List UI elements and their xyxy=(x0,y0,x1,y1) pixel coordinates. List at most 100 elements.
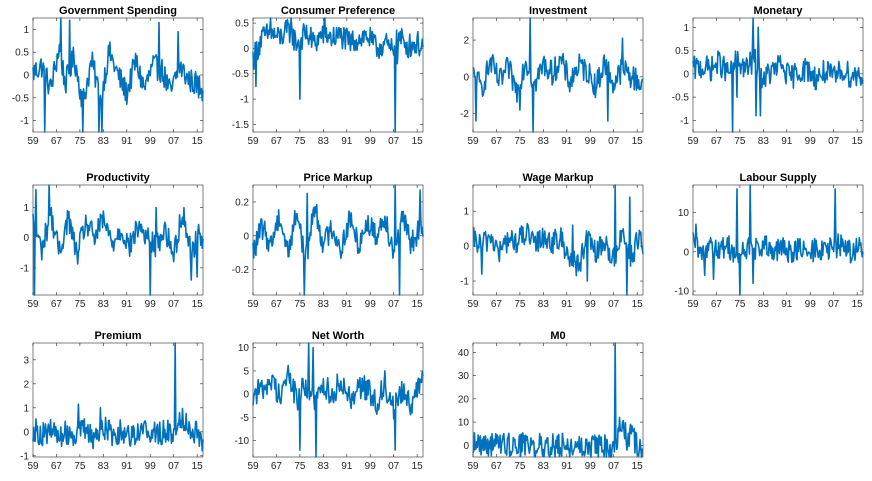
subplot-title: Premium xyxy=(94,330,141,342)
y-tick-label: 0 xyxy=(243,44,249,55)
x-tick-label: 91 xyxy=(781,299,793,310)
x-tick-label: 67 xyxy=(491,461,503,472)
x-tick-label: 91 xyxy=(341,136,353,147)
x-tick-label: 59 xyxy=(247,136,259,147)
y-tick-label: -0.5 xyxy=(12,93,30,104)
x-tick-label: 99 xyxy=(145,299,157,310)
y-tick-label: 3 xyxy=(23,355,29,366)
x-tick-label: 91 xyxy=(561,299,573,310)
y-tick-label: 0.5 xyxy=(235,19,249,30)
x-tick-label: 59 xyxy=(687,299,699,310)
subplot: Monetary 59 67 75 83 91 99 07 15 -1 -0.5 0 0.5 1 xyxy=(672,5,864,147)
subplot: Price Markup 59 67 75 83 91 99 07 15 -0.2 0 0.2 xyxy=(232,172,424,310)
subplot-title: Monetary xyxy=(754,5,804,17)
x-tick-label: 83 xyxy=(318,299,330,310)
x-tick-label: 15 xyxy=(412,299,424,310)
y-tick-label: -10 xyxy=(675,287,690,298)
x-tick-label: 15 xyxy=(412,461,424,472)
x-tick-label: 67 xyxy=(51,299,63,310)
x-tick-label: 91 xyxy=(561,461,573,472)
y-tick-label: 10 xyxy=(678,208,690,219)
x-tick-label: 91 xyxy=(561,136,573,147)
x-tick-label: 83 xyxy=(98,299,110,310)
x-tick-label: 07 xyxy=(388,299,400,310)
x-tick-label: 15 xyxy=(632,299,644,310)
y-tick-label: 20 xyxy=(458,394,470,405)
x-tick-label: 07 xyxy=(828,299,840,310)
y-tick-label: 2 xyxy=(463,36,469,47)
series-line xyxy=(472,184,644,296)
x-tick-label: 59 xyxy=(27,461,39,472)
x-tick-label: 83 xyxy=(758,299,770,310)
x-tick-label: 67 xyxy=(711,299,723,310)
x-tick-label: 99 xyxy=(805,136,817,147)
subplot: Wage Markup 59 67 75 83 91 99 07 15 -1 0 1 xyxy=(460,172,644,310)
x-tick-label: 83 xyxy=(538,136,550,147)
subplot: Consumer Preference 59 67 75 83 91 99 07 15 -1.5 -… xyxy=(232,5,424,147)
x-tick-label: 83 xyxy=(538,461,550,472)
x-tick-label: 99 xyxy=(585,136,597,147)
x-tick-label: 99 xyxy=(365,299,377,310)
subplot-title: Wage Markup xyxy=(522,172,593,184)
x-tick-label: 59 xyxy=(27,136,39,147)
y-tick-label: 0.5 xyxy=(675,46,689,57)
y-tick-label: -1.5 xyxy=(232,120,250,131)
y-tick-label: 0 xyxy=(463,72,469,83)
x-tick-label: 15 xyxy=(192,136,204,147)
y-tick-label: 1 xyxy=(463,207,469,218)
subplot-title: Labour Supply xyxy=(740,172,818,184)
series-line xyxy=(252,342,424,458)
axes-box xyxy=(472,184,644,296)
x-tick-label: 83 xyxy=(538,299,550,310)
y-tick-label: 0 xyxy=(683,247,689,258)
y-tick-label: 0 xyxy=(243,231,249,242)
x-tick-label: 99 xyxy=(805,299,817,310)
x-tick-label: 75 xyxy=(74,461,86,472)
series-line xyxy=(472,17,644,133)
x-tick-label: 91 xyxy=(121,461,133,472)
subplot-title: Investment xyxy=(529,5,587,17)
x-tick-label: 83 xyxy=(98,136,110,147)
series-line xyxy=(252,17,424,133)
y-tick-label: 0.5 xyxy=(15,48,29,59)
y-tick-label: 10 xyxy=(238,343,250,354)
x-tick-label: 75 xyxy=(74,299,86,310)
x-tick-label: 75 xyxy=(74,136,86,147)
y-tick-label: -1 xyxy=(20,116,29,127)
x-tick-label: 91 xyxy=(341,461,353,472)
y-tick-label: 10 xyxy=(458,418,470,429)
subplot-title: Government Spending xyxy=(59,5,177,17)
x-tick-label: 59 xyxy=(247,299,259,310)
subplot: Government Spending 59 67 75 83 91 99 07 15 -1 -0.… xyxy=(12,5,204,147)
x-tick-label: 99 xyxy=(145,136,157,147)
y-tick-label: 0 xyxy=(463,441,469,452)
series-line xyxy=(32,17,204,133)
y-tick-label: -1 xyxy=(20,263,29,274)
y-tick-label: 0 xyxy=(243,390,249,401)
y-tick-label: 1 xyxy=(23,25,29,36)
x-tick-label: 59 xyxy=(467,136,479,147)
y-tick-label: -1 xyxy=(680,116,689,127)
series-line xyxy=(32,342,204,452)
subplot-title: Productivity xyxy=(86,172,150,184)
y-tick-label: 1 xyxy=(23,403,29,414)
subplot-title: M0 xyxy=(550,330,565,342)
x-tick-label: 99 xyxy=(585,461,597,472)
series-line xyxy=(692,184,864,296)
x-tick-label: 07 xyxy=(168,136,180,147)
x-tick-label: 83 xyxy=(758,136,770,147)
y-tick-label: 0 xyxy=(23,71,29,82)
subplot-title: Price Markup xyxy=(303,172,372,184)
y-tick-label: 2 xyxy=(23,379,29,390)
series-line xyxy=(472,342,644,458)
subplot: Investment 59 67 75 83 91 99 07 15 -2 0 2 xyxy=(460,5,644,147)
x-tick-label: 07 xyxy=(828,136,840,147)
x-tick-label: 07 xyxy=(388,461,400,472)
y-tick-label: -1 xyxy=(460,277,469,288)
x-tick-label: 75 xyxy=(294,136,306,147)
x-tick-label: 15 xyxy=(192,299,204,310)
x-tick-label: 91 xyxy=(121,299,133,310)
subplot: Premium 59 67 75 83 91 99 07 15 -1 0 1 2 3 xyxy=(20,330,204,472)
x-tick-label: 15 xyxy=(632,136,644,147)
